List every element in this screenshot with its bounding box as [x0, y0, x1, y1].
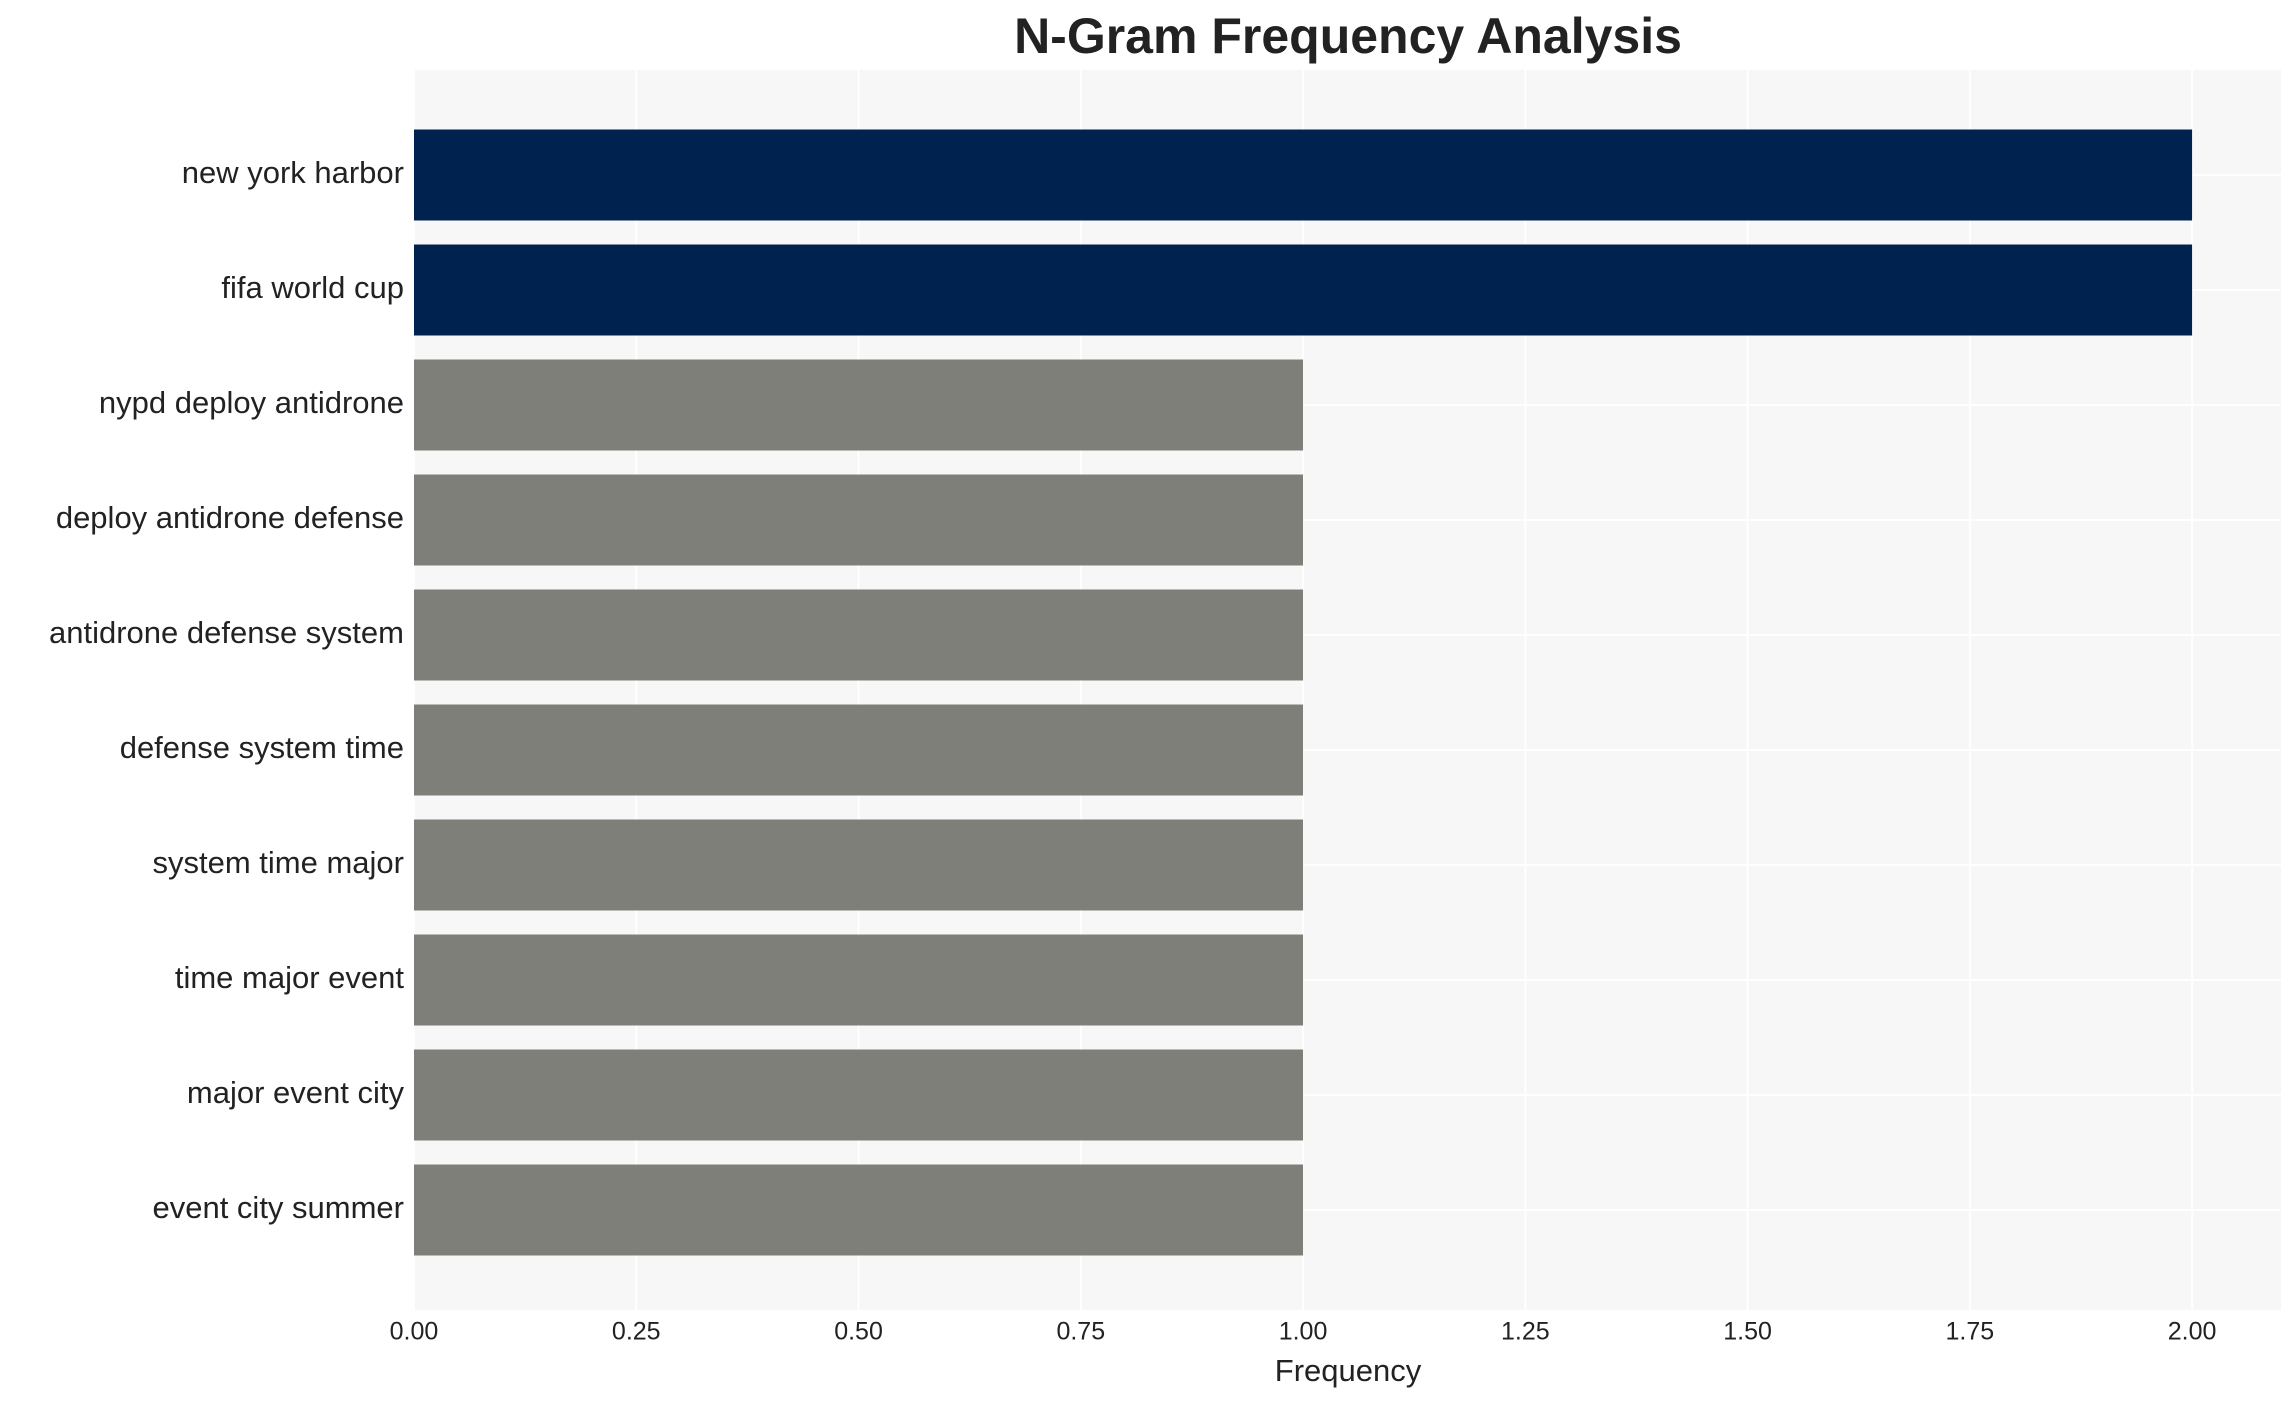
bar: [414, 704, 1304, 796]
x-tick-label: 0.50: [834, 1318, 883, 1346]
x-tick-label: 2.00: [2168, 1318, 2217, 1346]
bar: [414, 129, 2193, 221]
x-tick-label: 1.75: [1945, 1318, 1994, 1346]
y-tick-label: event city summer: [152, 1190, 404, 1225]
x-tick-label: 1.00: [1279, 1318, 1328, 1346]
chart-title: N-Gram Frequency Analysis: [1014, 8, 1682, 64]
y-tick-label: new york harbor: [182, 155, 404, 190]
x-tick-label: 1.50: [1723, 1318, 1772, 1346]
x-tick-label: 0.00: [390, 1318, 439, 1346]
x-tick-label: 0.25: [612, 1318, 661, 1346]
x-tick-label: 0.75: [1056, 1318, 1105, 1346]
y-tick-label: deploy antidrone defense: [56, 500, 404, 535]
bar: [414, 1049, 1304, 1141]
bar: [414, 244, 2193, 336]
bar: [414, 589, 1304, 681]
x-axis-label: Frequency: [1275, 1353, 1422, 1388]
bar: [414, 819, 1304, 911]
x-tick-label: 1.25: [1501, 1318, 1550, 1346]
y-tick-label: time major event: [175, 960, 405, 995]
y-tick-label: defense system time: [120, 730, 404, 765]
y-tick-label: nypd deploy antidrone: [99, 385, 404, 420]
bar: [414, 934, 1304, 1026]
bar: [414, 359, 1304, 451]
y-tick-label: major event city: [187, 1075, 405, 1110]
y-tick-label: system time major: [153, 845, 404, 880]
bar: [414, 474, 1304, 566]
bar: [414, 1164, 1304, 1256]
y-tick-label: fifa world cup: [221, 270, 404, 305]
y-tick-label: antidrone defense system: [49, 615, 404, 650]
